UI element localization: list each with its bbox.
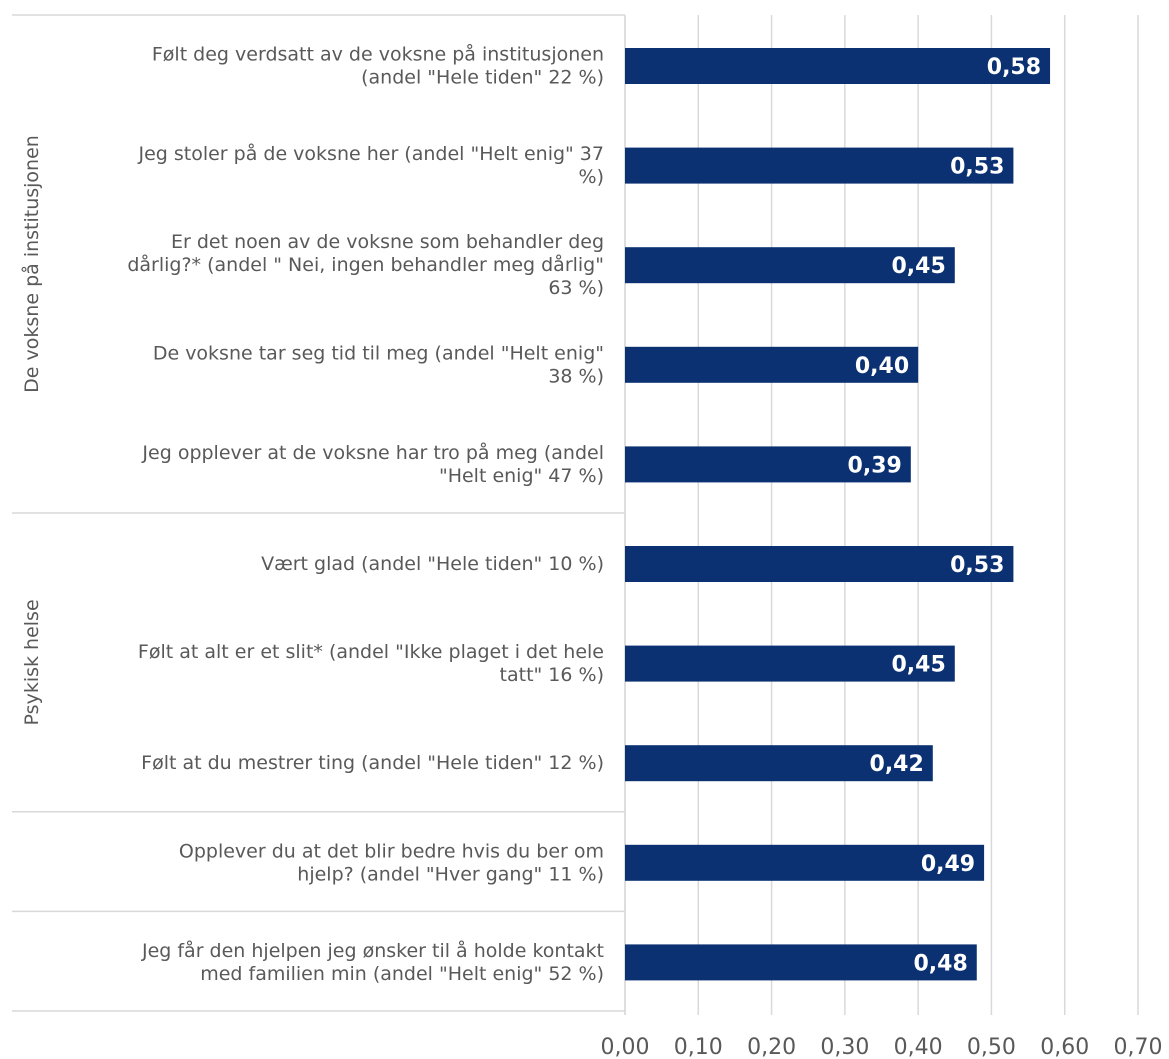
group-label: Psykisk helse	[21, 599, 43, 725]
category-label-line: 63 %)	[548, 277, 604, 299]
category-label-line: Jeg får den hjelpen jeg ønsker til å hol…	[141, 939, 604, 962]
data-label: 0,48	[913, 951, 967, 976]
tick-label: 0,00	[601, 1035, 650, 1059]
group-separators	[12, 14, 625, 1012]
bar	[625, 546, 1014, 582]
category-label-line: Følt at alt er et slit* (andel "Ikke pla…	[138, 641, 604, 663]
tick-label: 0,40	[894, 1035, 943, 1059]
tick-labels: 0,00 0,10 0,20 0,30 0,40 0,50 0,60 0,70	[601, 1035, 1163, 1059]
category-label-line: Følt deg verdsatt av de voksne på instit…	[152, 43, 604, 66]
category-label: Opplever du at det blir bedre hvis du be…	[179, 840, 604, 885]
tick-label: 0,20	[747, 1035, 796, 1059]
category-label: Følt deg verdsatt av de voksne på instit…	[152, 43, 604, 89]
tick-label: 0,30	[820, 1035, 869, 1059]
bar	[625, 346, 919, 383]
category-label-line: "Helt enig" 47 %)	[439, 465, 604, 487]
category-labels: Følt deg verdsatt av de voksne på instit…	[127, 43, 604, 985]
category-label: Følt at alt er et slit* (andel "Ikke pla…	[138, 641, 604, 686]
data-label: 0,42	[870, 752, 924, 777]
category-label-line: dårlig?* (andel " Nei, ingen behandler m…	[127, 253, 604, 276]
category-label: Er det noen av de voksne som behandler d…	[127, 231, 604, 299]
bar	[625, 147, 1014, 184]
data-label: 0,39	[848, 453, 902, 478]
category-label-line: hjelp? (andel "Hver gang" 11 %)	[297, 863, 604, 885]
data-label: 0,58	[987, 55, 1041, 80]
category-label-line: Er det noen av de voksne som behandler d…	[171, 231, 604, 253]
bar	[625, 48, 1051, 84]
data-label: 0,40	[855, 354, 909, 379]
bar	[625, 745, 933, 782]
group-label: De voksne på institusjonen	[20, 135, 43, 393]
bars	[625, 48, 1051, 981]
data-label: 0,53	[950, 155, 1004, 180]
bar	[625, 645, 955, 682]
data-label: 0,45	[892, 254, 946, 279]
tick-label: 0,10	[674, 1035, 723, 1059]
category-label: Følt at du mestrer ting (andel "Hele tid…	[141, 752, 604, 774]
data-labels: 0,58 0,53 0,45 0,40 0,39 0,53 0,45 0,42 0,49 0,48	[848, 55, 1042, 976]
category-label: Jeg stoler på de voksne her (andel "Helt…	[137, 142, 604, 188]
bar	[625, 844, 985, 881]
group-labels: De voksne på institusjonen Psykisk helse	[20, 135, 43, 725]
category-label-line: Vært glad (andel "Hele tiden" 10 %)	[261, 553, 604, 575]
category-label: De voksne tar seg tid til meg (andel "He…	[153, 342, 604, 387]
category-label-line: 38 %)	[548, 365, 604, 387]
category-label-line: Jeg opplever at de voksne har tro på meg…	[141, 441, 604, 464]
tick-label: 0,60	[1040, 1035, 1089, 1059]
category-label-line: tatt" 16 %)	[500, 664, 604, 686]
category-label-line: De voksne tar seg tid til meg (andel "He…	[153, 342, 604, 364]
category-label-line: %)	[579, 166, 604, 188]
data-label: 0,53	[950, 553, 1004, 578]
category-label: Jeg får den hjelpen jeg ønsker til å hol…	[141, 939, 604, 985]
tick-label: 0,70	[1114, 1035, 1163, 1059]
category-label-line: (andel "Hele tiden" 22 %)	[361, 67, 604, 89]
bar	[625, 446, 911, 483]
bar	[625, 944, 977, 981]
data-label: 0,49	[921, 852, 975, 877]
category-label-line: Opplever du at det blir bedre hvis du be…	[179, 840, 604, 862]
bar	[625, 247, 955, 284]
tick-label: 0,50	[967, 1035, 1016, 1059]
category-label: Jeg opplever at de voksne har tro på meg…	[141, 441, 604, 487]
data-label: 0,45	[892, 653, 946, 678]
category-label-line: Følt at du mestrer ting (andel "Hele tid…	[141, 752, 604, 774]
category-label: Vært glad (andel "Hele tiden" 10 %)	[261, 553, 604, 575]
category-label-line: Jeg stoler på de voksne her (andel "Helt…	[137, 142, 604, 165]
category-label-line: med familien min (andel "Helt enig" 52 %…	[200, 963, 604, 985]
